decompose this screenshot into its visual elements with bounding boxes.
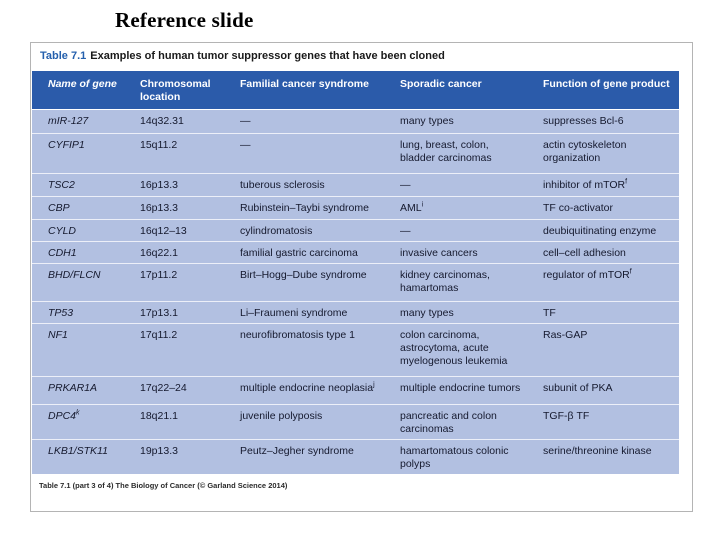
footnote-marker: j	[373, 381, 375, 389]
gene-function-cell: cell–cell adhesion	[543, 247, 626, 259]
familial-syndrome-cell: Li–Fraumeni syndrome	[240, 307, 348, 319]
gene-function-cell: TF co-activator	[543, 202, 614, 214]
familial-syndrome-cell: juvenile polyposis	[240, 410, 323, 422]
footnote-marker: f	[625, 178, 628, 186]
chromosomal-location-cell: 17p11.2	[140, 269, 178, 281]
chromosomal-location-cell: 17q11.2	[140, 329, 178, 341]
table-caption: Table 7.1 (part 3 of 4) The Biology of C…	[39, 481, 288, 490]
footnote-marker: f	[629, 268, 632, 276]
chromosomal-location-cell: 14q32.31	[140, 115, 184, 127]
sporadic-cancer-cell: lung, breast, colon, bladder carcinomas	[400, 139, 492, 164]
column-header-familial-cancer-syndrome: Familial cancer syndrome	[240, 78, 369, 90]
gene-name-cell: CBP	[48, 202, 70, 214]
table-title-text: Examples of human tumor suppressor genes…	[90, 50, 445, 62]
table-figure: Table 7.1 Examples of human tumor suppres…	[30, 42, 693, 512]
familial-syndrome-cell: neurofibromatosis type 1	[240, 329, 355, 341]
table-row: DPC4k 18q21.1 juvenile polyposis pancreatic…	[32, 404, 679, 439]
familial-syndrome-cell: cylindromatosis	[240, 225, 313, 237]
table-title: Table 7.1 Examples of human tumor suppres…	[40, 50, 445, 62]
gene-function-cell: serine/threonine kinase	[543, 445, 652, 457]
chromosomal-location-cell: 19p13.3	[140, 445, 178, 457]
gene-name-cell: TP53	[48, 307, 74, 319]
gene-function-cell: regulator of mTORf	[543, 268, 632, 282]
footnote-marker: k	[76, 409, 80, 417]
table-header-row: Name of gene Chromosomal location Famili…	[32, 71, 679, 109]
familial-syndrome-cell: Peutz–Jegher syndrome	[240, 445, 354, 457]
gene-function-cell: suppresses Bcl-6	[543, 115, 624, 127]
familial-syndrome-cell: —	[240, 115, 251, 127]
sporadic-cancer-cell: pancreatic and colon carcinomas	[400, 410, 497, 435]
familial-syndrome-cell: Birt–Hogg–Dube syndrome	[240, 269, 367, 281]
gene-name-cell: CYLD	[48, 225, 77, 237]
chromosomal-location-cell: 16q12–13	[140, 225, 187, 237]
table-row: CDH1 16q22.1 familial gastric carcinoma inv…	[32, 241, 679, 263]
table-row: CYLD 16q12–13 cylindromatosis — deubiquitina…	[32, 219, 679, 241]
gene-function-cell: TGF-β TF	[543, 410, 590, 422]
sporadic-cancer-cell: —	[400, 179, 411, 191]
sporadic-cancer-cell: invasive cancers	[400, 247, 478, 259]
column-header-sporadic-cancer: Sporadic cancer	[400, 78, 482, 90]
chromosomal-location-cell: 15q11.2	[140, 139, 178, 151]
gene-function-cell: actin cytoskeleton organization	[543, 139, 627, 164]
sporadic-cancer-cell: kidney carcinomas, hamartomas	[400, 269, 490, 294]
page-title: Reference slide	[115, 8, 254, 32]
sporadic-cancer-cell: —	[400, 225, 411, 237]
table-row: BHD/FLCN 17p11.2 Birt–Hogg–Dube syndrome ki…	[32, 263, 679, 301]
chromosomal-location-cell: 17p13.1	[140, 307, 178, 319]
gene-name-cell: LKB1/STK11	[48, 445, 108, 457]
table-row: CYFIP1 15q11.2 — lung, breast, colon, bladd…	[32, 133, 679, 173]
gene-name-cell: CDH1	[48, 247, 77, 259]
sporadic-cancer-cell: multiple endocrine tumors	[400, 382, 521, 394]
chromosomal-location-cell: 17q22–24	[140, 382, 187, 394]
table-row: LKB1/STK11 19p13.3 Peutz–Jegher syndrome ha…	[32, 439, 679, 474]
sporadic-cancer-cell: AMLi	[400, 201, 424, 215]
column-header-name-of-gene: Name of gene	[48, 78, 117, 90]
familial-syndrome-cell: tuberous sclerosis	[240, 179, 325, 191]
sporadic-cancer-cell: many types	[400, 307, 454, 319]
gene-name-cell: NF1	[48, 329, 68, 341]
familial-syndrome-cell: Rubinstein–Taybi syndrome	[240, 202, 369, 214]
gene-name-cell: BHD/FLCN	[48, 269, 101, 281]
table-row: TP53 17p13.1 Li–Fraumeni syndrome many type…	[32, 301, 679, 323]
sporadic-cancer-cell: colon carcinoma, astrocytoma, acute myel…	[400, 329, 508, 367]
gene-name-cell: CYFIP1	[48, 139, 85, 151]
sporadic-cancer-cell: many types	[400, 115, 454, 127]
familial-syndrome-cell: multiple endocrine neoplasiaj	[240, 381, 375, 395]
column-header-chromosomal-location: Chromosomal location	[140, 78, 211, 103]
gene-function-cell: Ras-GAP	[543, 329, 588, 341]
sporadic-cancer-cell: hamartomatous colonic polyps	[400, 445, 509, 470]
gene-name-cell: mIR-127	[48, 115, 89, 127]
gene-name-cell: DPC4k	[48, 409, 80, 423]
table-body: mIR-127 14q32.31 — many types suppresses Bcl…	[32, 110, 679, 474]
table-row: NF1 17q11.2 neurofibromatosis type 1 colon …	[32, 323, 679, 376]
gene-name-cell: TSC2	[48, 179, 75, 191]
footnote-marker: i	[421, 201, 424, 209]
gene-function-cell: TF	[543, 307, 556, 319]
gene-function-cell: inhibitor of mTORf	[543, 178, 628, 192]
gene-function-cell: subunit of PKA	[543, 382, 613, 394]
table-row: TSC2 16p13.3 tuberous sclerosis — inhibitor …	[32, 173, 679, 196]
chromosomal-location-cell: 16q22.1	[140, 247, 178, 259]
column-header-function-of-gene-product: Function of gene product	[543, 78, 670, 90]
chromosomal-location-cell: 16p13.3	[140, 179, 178, 191]
chromosomal-location-cell: 18q21.1	[140, 410, 178, 422]
gene-name-cell: PRKAR1A	[48, 382, 98, 394]
familial-syndrome-cell: familial gastric carcinoma	[240, 247, 358, 259]
table-row: CBP 16p13.3 Rubinstein–Taybi syndrome AMLi T…	[32, 196, 679, 219]
familial-syndrome-cell: —	[240, 139, 251, 151]
gene-function-cell: deubiquitinating enzyme	[543, 225, 657, 237]
table-number: Table 7.1	[40, 50, 87, 62]
tumor-suppressor-table: Name of gene Chromosomal location Famili…	[32, 71, 679, 474]
table-row: PRKAR1A 17q22–24 multiple endocrine neopla…	[32, 376, 679, 404]
table-row: mIR-127 14q32.31 — many types suppresses Bcl…	[32, 110, 679, 133]
chromosomal-location-cell: 16p13.3	[140, 202, 178, 214]
